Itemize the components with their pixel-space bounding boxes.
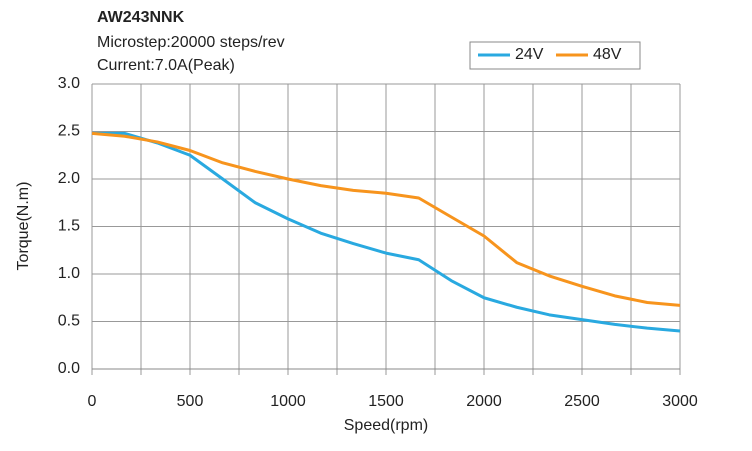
y-tick-label: 2.0 bbox=[58, 170, 80, 187]
chart-subtitle: Current:7.0A(Peak) bbox=[97, 57, 235, 74]
y-tick-label: 3.0 bbox=[58, 75, 80, 92]
y-tick-label: 0.0 bbox=[58, 360, 80, 377]
y-tick-label: 1.5 bbox=[58, 218, 80, 235]
y-axis-label: Torque(N.m) bbox=[15, 182, 32, 271]
x-tick-label: 1500 bbox=[368, 393, 404, 410]
chart-subtitle: Microstep:20000 steps/rev bbox=[97, 34, 285, 51]
line-series bbox=[92, 131, 681, 333]
legend-label: 48V bbox=[593, 46, 622, 63]
x-tick-label: 2500 bbox=[564, 393, 600, 410]
legend-label: 24V bbox=[515, 46, 544, 63]
line-series bbox=[91, 131, 681, 307]
y-tick-label: 1.0 bbox=[58, 265, 80, 282]
x-tick-label: 500 bbox=[177, 393, 204, 410]
x-tick-label: 3000 bbox=[662, 393, 698, 410]
y-tick-label: 0.5 bbox=[58, 313, 80, 330]
x-tick-label: 1000 bbox=[270, 393, 306, 410]
x-tick-label: 2000 bbox=[466, 393, 502, 410]
x-axis-label: Speed(rpm) bbox=[344, 417, 428, 434]
y-tick-label: 2.5 bbox=[58, 123, 80, 140]
chart-title: AW243NNK bbox=[97, 9, 185, 26]
x-tick-label: 0 bbox=[88, 393, 97, 410]
